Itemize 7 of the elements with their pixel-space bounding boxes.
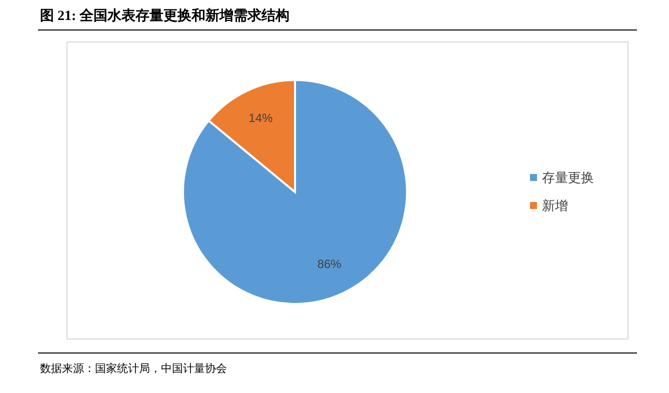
data-label: 86% bbox=[317, 257, 342, 272]
data-label: 14% bbox=[248, 111, 273, 126]
pie-slice bbox=[182, 79, 408, 305]
source-note: 数据来源：国家统计局，中国计量协会 bbox=[40, 362, 227, 375]
legend-label: 新增 bbox=[542, 199, 568, 214]
chart-title: 图 21: 全国水表存量更换和新增需求结构 bbox=[40, 7, 290, 24]
legend-label: 存量更换 bbox=[542, 171, 594, 186]
